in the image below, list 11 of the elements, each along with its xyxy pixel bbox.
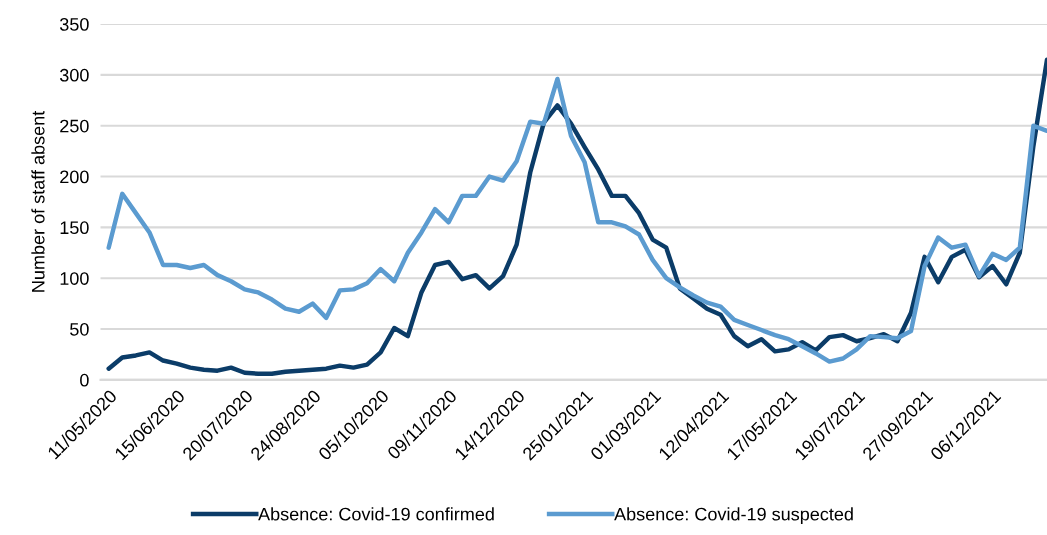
y-tick-label: 150 bbox=[60, 221, 89, 235]
y-axis-title: Number of staff absent bbox=[31, 110, 45, 292]
y-tick-label: 350 bbox=[59, 18, 89, 31]
legend-label: Absence: Covid-19 confirmed bbox=[258, 507, 494, 521]
y-tick-label: 200 bbox=[60, 170, 89, 184]
y-tick-label: 0 bbox=[80, 373, 89, 387]
y-tick-label: 250 bbox=[60, 119, 89, 133]
y-tick-label: 100 bbox=[60, 272, 89, 285]
legend-label: Absence: Covid-19 suspected bbox=[614, 507, 853, 525]
y-tick-label: 50 bbox=[70, 322, 89, 336]
y-tick-label: 300 bbox=[59, 68, 89, 82]
